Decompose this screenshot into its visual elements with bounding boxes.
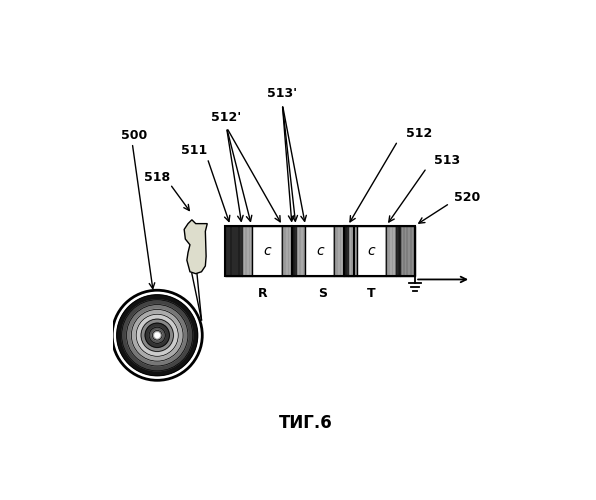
Circle shape [126, 304, 188, 366]
Circle shape [122, 300, 193, 371]
Text: 511: 511 [181, 144, 207, 158]
Circle shape [153, 330, 162, 340]
Bar [292, 226, 296, 276]
Text: c: c [368, 244, 375, 258]
Bar [344, 226, 348, 276]
Bar [292, 226, 353, 276]
Circle shape [145, 323, 169, 347]
Bar [344, 226, 415, 276]
Text: c: c [316, 244, 324, 258]
Text: 513: 513 [434, 154, 461, 167]
Bar [306, 226, 334, 276]
Circle shape [117, 295, 198, 376]
Circle shape [141, 319, 173, 352]
Bar [283, 226, 292, 276]
Text: 500: 500 [120, 129, 147, 142]
Bar [396, 226, 400, 276]
Bar [348, 226, 358, 276]
Text: ΤИГ.6: ΤИГ.6 [278, 414, 333, 432]
Polygon shape [184, 220, 207, 274]
Text: R: R [258, 287, 268, 300]
Text: c: c [263, 244, 271, 258]
Text: 518: 518 [144, 172, 170, 184]
Text: T: T [367, 287, 375, 300]
Circle shape [131, 310, 183, 361]
Bar [296, 226, 306, 276]
Text: 513': 513' [267, 88, 297, 101]
Bar [252, 226, 283, 276]
Text: 512': 512' [212, 110, 241, 124]
Text: 520: 520 [454, 190, 480, 203]
Bar [334, 226, 344, 276]
Circle shape [136, 314, 178, 356]
Bar [225, 226, 242, 276]
Text: 512: 512 [405, 127, 432, 140]
Text: S: S [318, 287, 327, 300]
Bar [400, 226, 415, 276]
Circle shape [155, 333, 160, 338]
Circle shape [155, 333, 160, 338]
Bar [358, 226, 386, 276]
Bar [386, 226, 396, 276]
Circle shape [149, 327, 165, 344]
Bar [225, 226, 292, 276]
Bar [242, 226, 252, 276]
